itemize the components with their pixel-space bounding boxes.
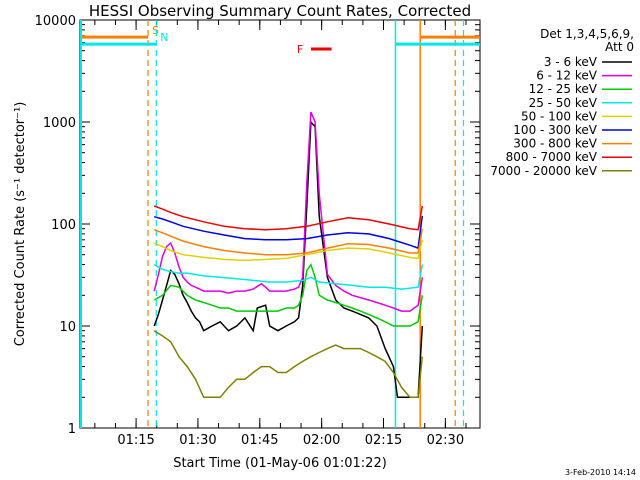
y-tick-label: 1 bbox=[68, 422, 76, 437]
series-line bbox=[153, 263, 424, 290]
legend-entry: 300 - 800 keV bbox=[513, 137, 597, 151]
series-line bbox=[153, 228, 424, 256]
series-line bbox=[153, 330, 424, 399]
legend-title: Att 0 bbox=[605, 40, 634, 54]
series-line bbox=[153, 239, 424, 262]
series-line bbox=[153, 215, 424, 250]
y-tick-label: 10000 bbox=[35, 14, 76, 29]
x-tick-label: 02:30 bbox=[427, 433, 464, 448]
legend-entry: 6 - 12 keV bbox=[536, 69, 598, 83]
x-axis-label: Start Time (01-May-06 01:01:22) bbox=[173, 456, 387, 471]
y-tick-label: 10 bbox=[59, 320, 76, 335]
legend-entry: 3 - 6 keV bbox=[544, 55, 598, 69]
legend-entry: 25 - 50 keV bbox=[529, 96, 598, 110]
footer-date: 3-Feb-2010 14:14 bbox=[565, 468, 636, 477]
legend-entry: 7000 - 20000 keV bbox=[490, 164, 597, 178]
legend-entry: 50 - 100 keV bbox=[521, 109, 598, 123]
flare-label: F bbox=[297, 43, 303, 56]
y-tick-label: 100 bbox=[51, 218, 76, 233]
legend-entry: 800 - 7000 keV bbox=[506, 150, 598, 164]
series-line bbox=[153, 205, 424, 231]
y-tick-label: 1000 bbox=[43, 116, 76, 131]
chart-title: HESSI Observing Summary Count Rates, Cor… bbox=[89, 2, 471, 20]
x-tick-label: 01:15 bbox=[117, 433, 154, 448]
annotation-label: S bbox=[152, 24, 159, 37]
x-tick-label: 02:15 bbox=[365, 433, 402, 448]
legend-entry: 12 - 25 keV bbox=[529, 82, 598, 96]
annotation-label: N bbox=[160, 31, 168, 44]
y-axis-label: Corrected Count Rate (s⁻¹ detector⁻¹) bbox=[13, 102, 28, 347]
x-tick-label: 01:45 bbox=[241, 433, 278, 448]
legend-entry: 100 - 300 keV bbox=[513, 123, 597, 137]
x-tick-label: 01:30 bbox=[179, 433, 216, 448]
series-line bbox=[153, 111, 424, 312]
x-tick-label: 02:00 bbox=[303, 433, 340, 448]
legend-title: Det 1,3,4,5,6,9, bbox=[540, 27, 634, 41]
series-line bbox=[153, 120, 424, 399]
series-line bbox=[153, 262, 424, 327]
